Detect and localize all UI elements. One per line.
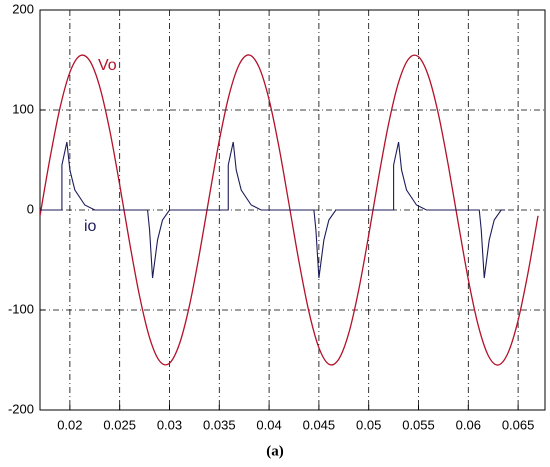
y-tick-label: 200 [12, 1, 34, 16]
x-tick-label: 0.03 [157, 417, 182, 432]
y-tick-label: -100 [8, 301, 34, 316]
x-tick-label: 0.035 [203, 417, 236, 432]
x-tick-label: 0.065 [502, 417, 535, 432]
caption: (a) [266, 443, 284, 459]
x-tick-label: 0.025 [103, 417, 136, 432]
labels: -200 -100 0 100 200 0.02 0.025 0.03 0.035 0.04 0.0… [8, 1, 534, 432]
x-tick-label: 0.05 [356, 417, 381, 432]
y-tick-label: -200 [8, 401, 34, 416]
x-tick-label: 0.055 [402, 417, 435, 432]
x-tick-label: 0.02 [57, 417, 82, 432]
x-tick-label: 0.06 [456, 417, 481, 432]
y-tick-label: 0 [27, 201, 34, 216]
x-tick-label: 0.045 [303, 417, 336, 432]
series-line [40, 54, 539, 366]
plot-marks [40, 54, 539, 366]
series-label: io [84, 218, 97, 235]
x-tick-label: 0.04 [256, 417, 281, 432]
y-tick-label: 100 [12, 101, 34, 116]
series-line [40, 141, 506, 279]
series-label: Vo [98, 57, 117, 74]
